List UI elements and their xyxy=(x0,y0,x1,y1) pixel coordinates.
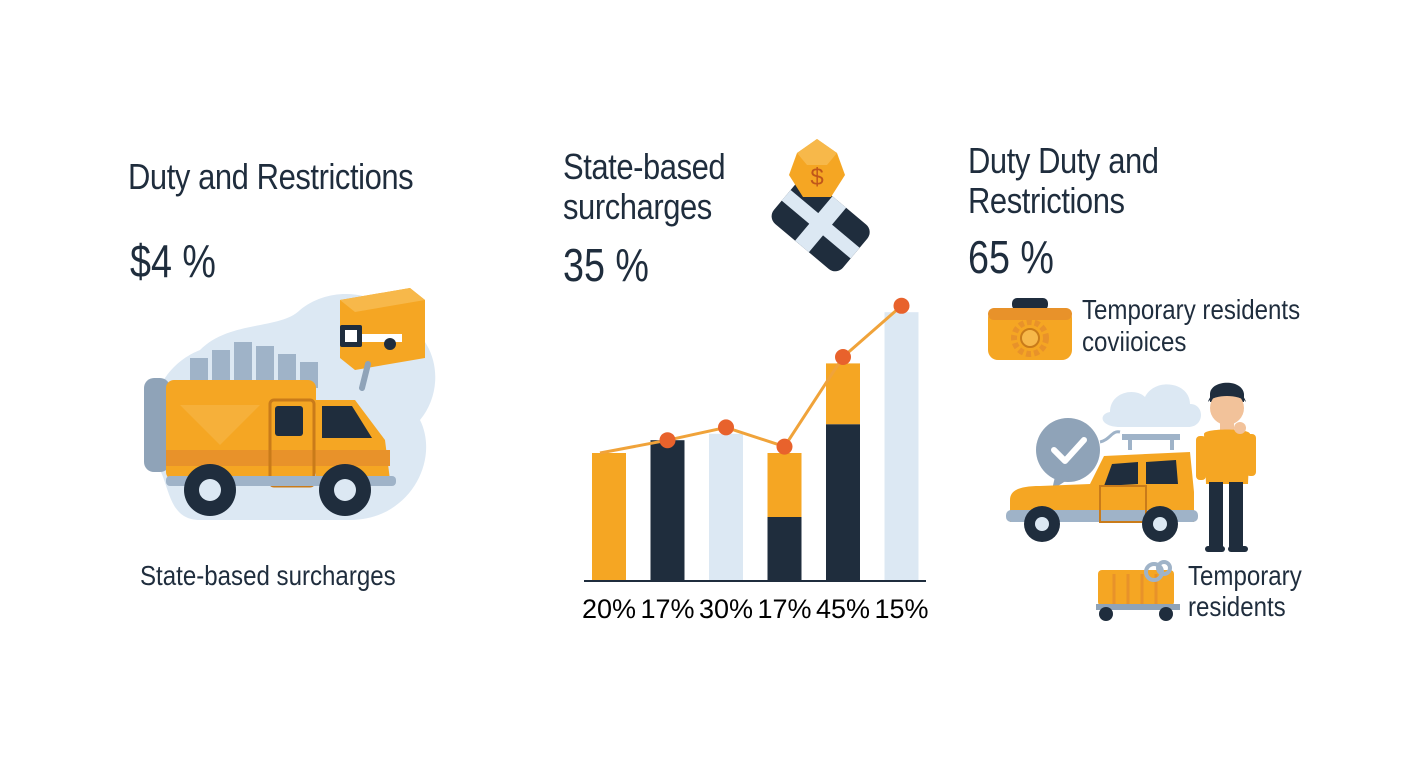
right-title-line2: Restrictions xyxy=(968,180,1125,221)
trend-point-2 xyxy=(718,419,734,436)
toolbox-gear-icon xyxy=(988,298,1072,360)
right-item1-line1: Temporary residents xyxy=(1082,294,1301,325)
right-item2-line1: Temporary xyxy=(1188,560,1302,591)
x-tick-label-2: 30% xyxy=(699,594,753,624)
bar-chart: 20% 17% 30% 17% 45% 15% xyxy=(582,297,929,624)
trend-line xyxy=(599,304,903,455)
bar-3-bottom xyxy=(767,517,802,581)
x-tick-label-5: 15% xyxy=(874,594,928,624)
right-title-line1: Duty Duty and xyxy=(968,140,1159,181)
trend-point-3 xyxy=(776,438,793,455)
left-caption: State-based surcharges xyxy=(140,560,396,591)
bar-5 xyxy=(884,312,919,581)
right-item2-line2: residents xyxy=(1188,591,1286,622)
svg-text:$: $ xyxy=(810,164,823,191)
delivery-van-icon xyxy=(144,288,436,520)
x-tick-label-4: 45% xyxy=(816,594,870,624)
person-with-car-icon xyxy=(1006,382,1256,552)
bar-4-bottom xyxy=(826,424,860,581)
middle-title-line2: surcharges xyxy=(563,186,712,227)
x-tick-label-1: 17% xyxy=(640,594,694,624)
right-item1-line2: coviioices xyxy=(1082,326,1187,357)
middle-title-line1: State-based xyxy=(563,146,726,187)
right-value: 65 % xyxy=(968,231,1054,283)
x-tick-label-3: 17% xyxy=(757,594,811,624)
trend-point-4 xyxy=(835,349,851,365)
left-value: $4 % xyxy=(130,235,216,287)
bar-2 xyxy=(709,433,743,581)
bar-1 xyxy=(650,440,685,581)
trend-point-1 xyxy=(659,432,676,449)
money-tag-icon: $ xyxy=(771,139,870,272)
left-title: Duty and Restrictions xyxy=(128,156,414,197)
bar-3-top xyxy=(767,453,802,517)
cart-icon xyxy=(1096,560,1180,621)
bar-0 xyxy=(592,453,626,581)
x-tick-label-0: 20% xyxy=(582,594,636,624)
trend-point-5 xyxy=(893,297,910,314)
middle-value: 35 % xyxy=(563,239,649,291)
